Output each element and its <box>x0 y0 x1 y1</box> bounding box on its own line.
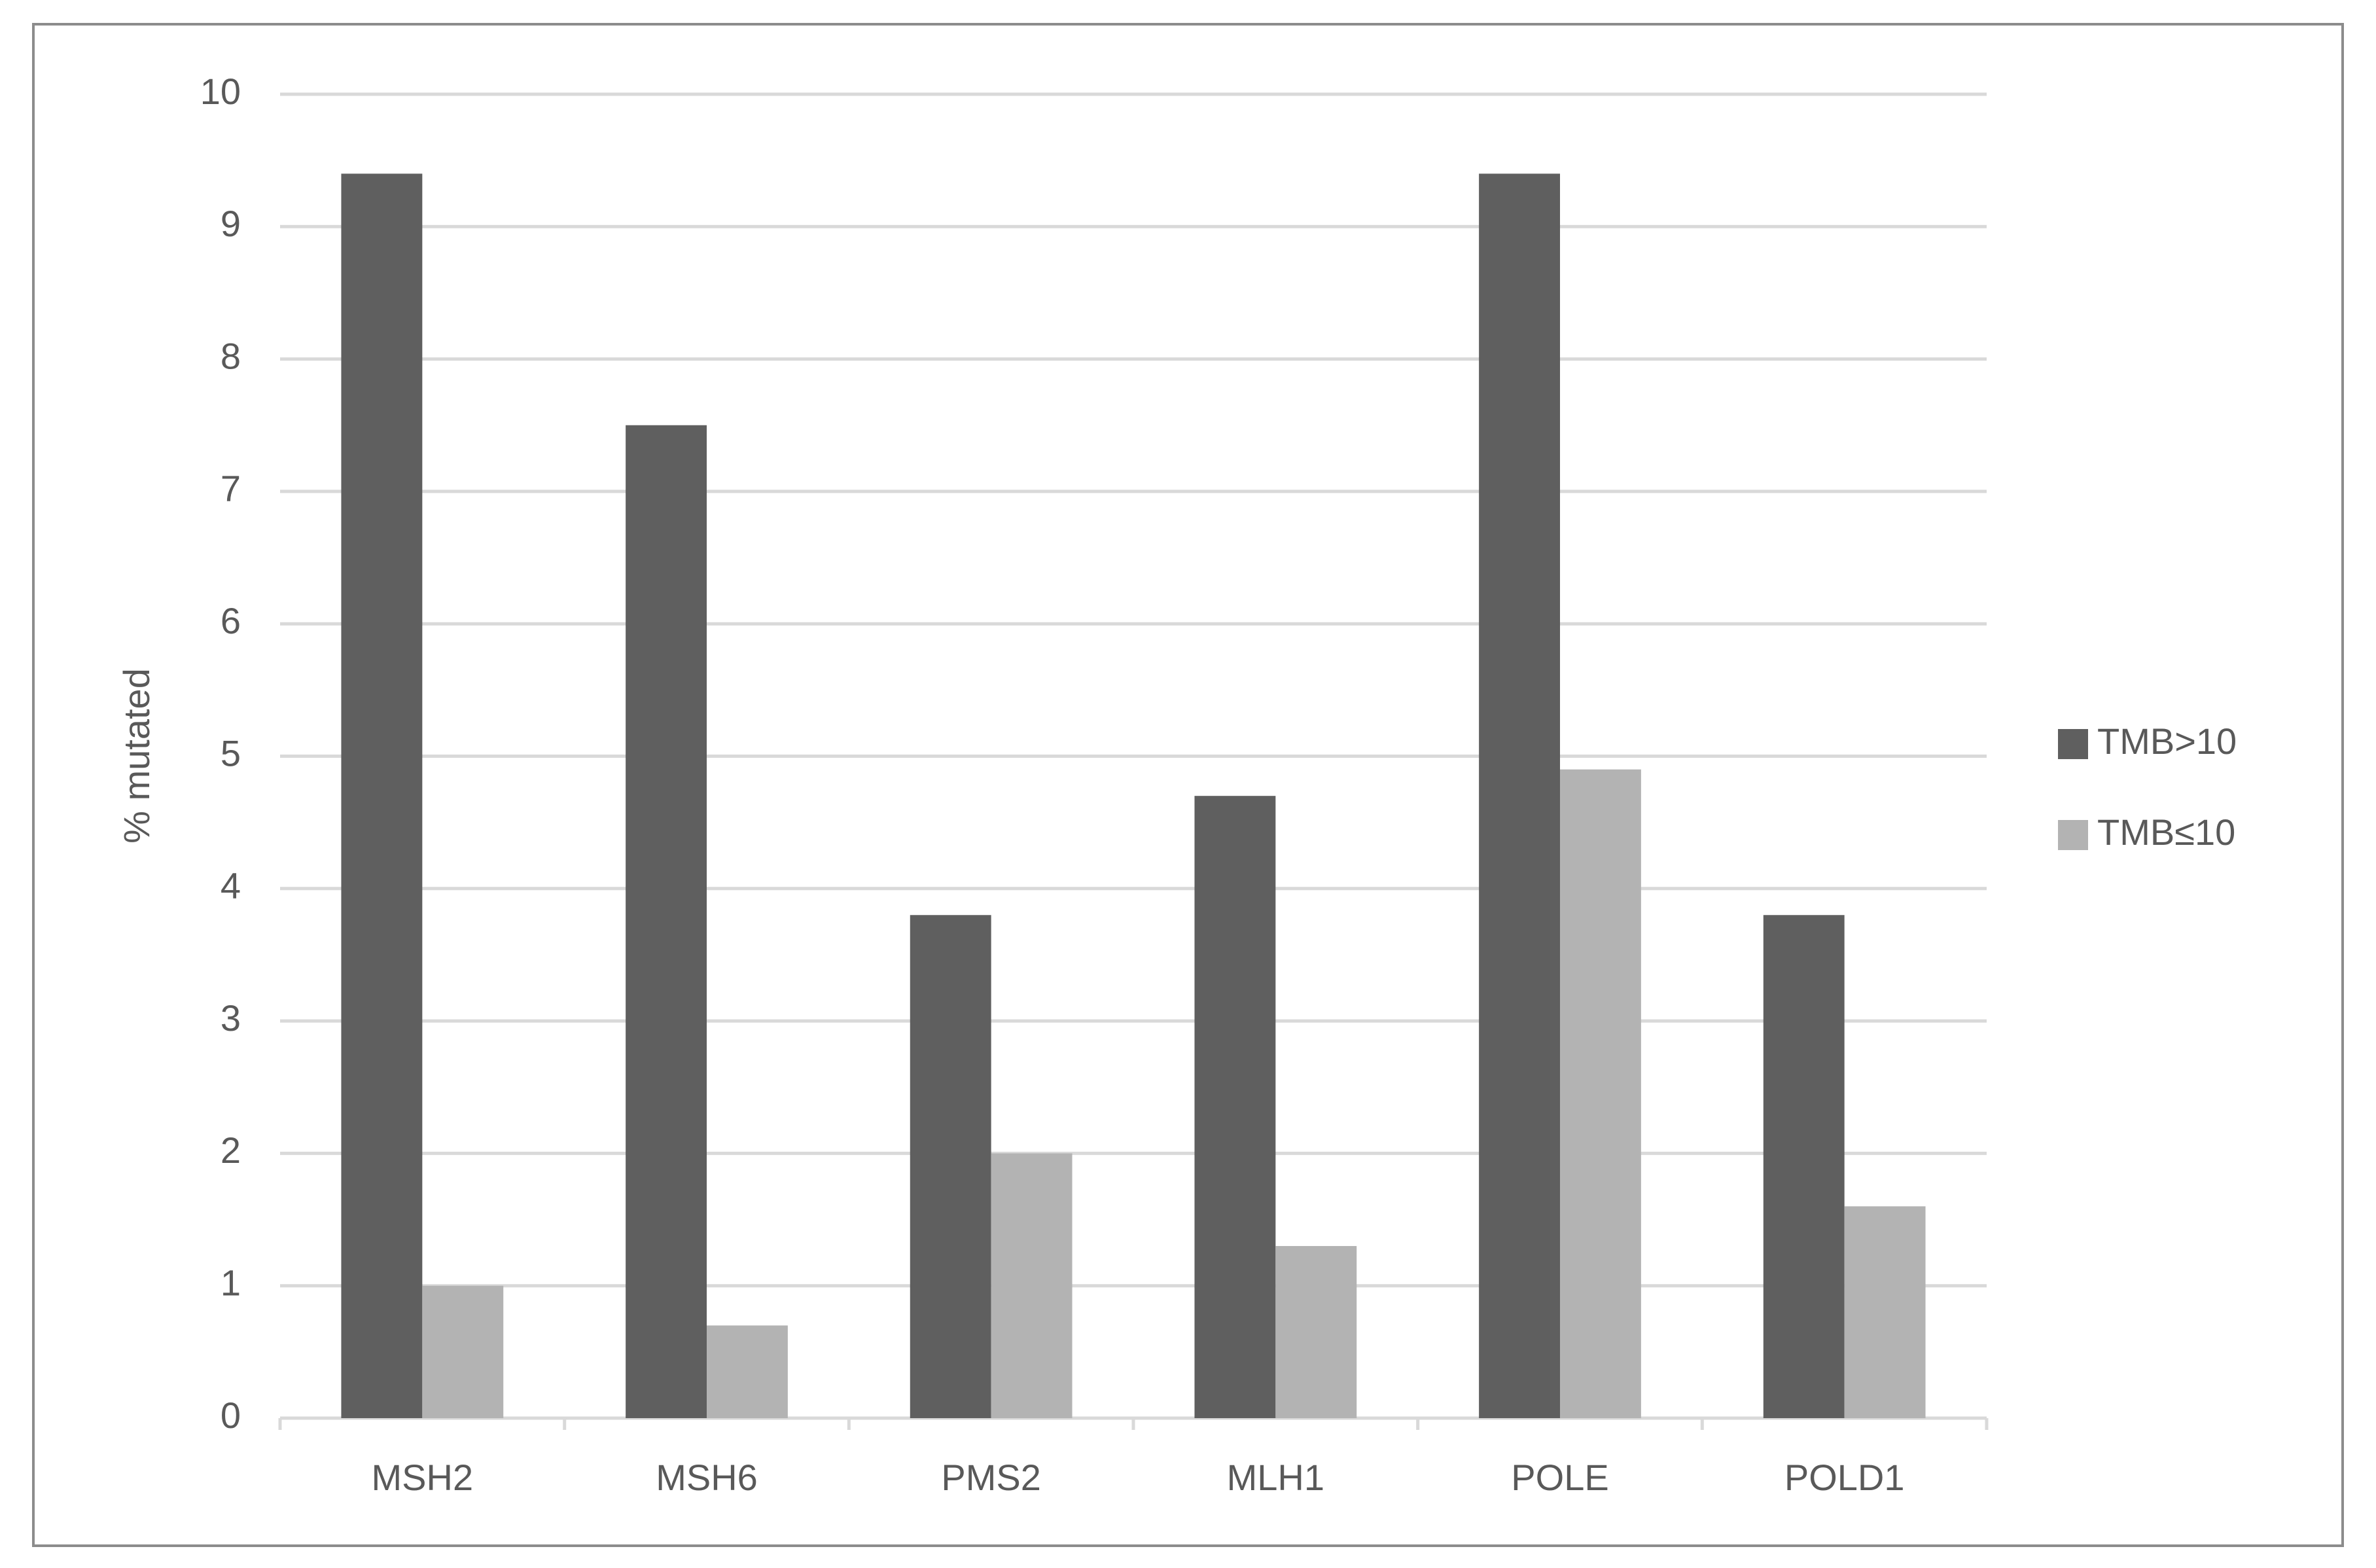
y-tick-label: 2 <box>221 1130 241 1171</box>
y-tick-label: 9 <box>221 203 241 244</box>
y-axis-label: % mutated <box>116 668 157 844</box>
bar <box>910 915 991 1418</box>
bar <box>626 425 707 1418</box>
bar <box>1194 796 1276 1418</box>
bar <box>707 1325 788 1418</box>
y-tick-label: 1 <box>221 1262 241 1303</box>
y-tick-label: 8 <box>221 335 241 376</box>
x-tick-label: MSH2 <box>372 1457 474 1498</box>
bar <box>991 1153 1073 1418</box>
bar <box>341 173 423 1418</box>
bar <box>1275 1246 1357 1418</box>
bar <box>1479 173 1560 1418</box>
x-tick-label: MSH6 <box>656 1457 758 1498</box>
y-tick-label: 6 <box>221 600 241 641</box>
y-tick-label: 4 <box>221 865 241 906</box>
x-tick-label: MLH1 <box>1227 1457 1324 1498</box>
y-tick-label: 0 <box>221 1395 241 1436</box>
bar <box>1763 915 1845 1418</box>
x-tick-label: POLE <box>1511 1457 1608 1498</box>
legend-swatch <box>2058 820 2088 850</box>
y-tick-label: 5 <box>221 732 241 774</box>
x-tick-label: PMS2 <box>941 1457 1041 1498</box>
bar <box>422 1285 504 1418</box>
bar <box>1560 769 1641 1418</box>
bar <box>1844 1206 1926 1418</box>
legend-swatch <box>2058 729 2088 759</box>
legend-label: TMB>10 <box>2097 721 2237 762</box>
y-tick-label: 7 <box>221 468 241 509</box>
legend-label: TMB≤10 <box>2097 811 2235 853</box>
y-tick-label: 10 <box>200 71 241 112</box>
x-tick-label: POLD1 <box>1784 1457 1905 1498</box>
y-tick-label: 3 <box>221 997 241 1039</box>
